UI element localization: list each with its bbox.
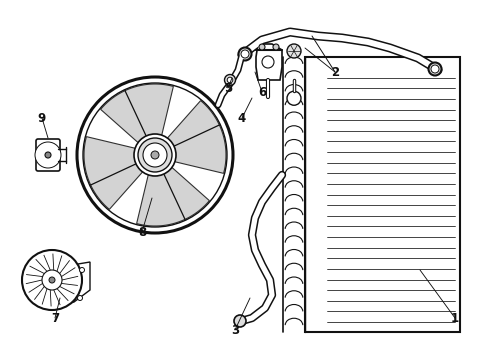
Circle shape — [227, 77, 233, 83]
Text: 2: 2 — [331, 66, 339, 78]
Text: 3: 3 — [231, 324, 239, 337]
Circle shape — [239, 48, 251, 60]
Circle shape — [273, 44, 279, 50]
Circle shape — [22, 250, 82, 310]
Circle shape — [241, 50, 249, 58]
Circle shape — [49, 277, 55, 283]
Circle shape — [234, 315, 246, 327]
Circle shape — [224, 75, 236, 85]
Circle shape — [143, 143, 167, 167]
Text: 4: 4 — [238, 112, 246, 125]
Text: 6: 6 — [258, 85, 266, 99]
Polygon shape — [84, 137, 145, 210]
Text: 1: 1 — [451, 311, 459, 324]
Circle shape — [79, 267, 84, 273]
Circle shape — [38, 145, 58, 165]
Text: 9: 9 — [38, 112, 46, 125]
Circle shape — [259, 44, 265, 50]
Text: 5: 5 — [224, 81, 232, 94]
Polygon shape — [100, 84, 173, 145]
Circle shape — [45, 152, 51, 158]
Circle shape — [77, 77, 233, 233]
Circle shape — [428, 63, 441, 76]
Circle shape — [287, 91, 301, 105]
Circle shape — [77, 296, 82, 301]
Circle shape — [35, 142, 61, 168]
Polygon shape — [62, 262, 90, 305]
Polygon shape — [137, 165, 209, 226]
Circle shape — [83, 83, 227, 227]
Polygon shape — [165, 100, 226, 174]
Circle shape — [42, 270, 62, 290]
Text: 8: 8 — [138, 225, 146, 238]
Polygon shape — [256, 44, 282, 80]
Bar — [305, 57, 460, 332]
FancyBboxPatch shape — [36, 139, 60, 171]
Circle shape — [262, 56, 274, 68]
Circle shape — [134, 134, 176, 176]
Circle shape — [151, 151, 159, 159]
Circle shape — [138, 138, 172, 172]
Circle shape — [431, 65, 439, 73]
Circle shape — [287, 44, 301, 58]
Text: 7: 7 — [51, 311, 59, 324]
Circle shape — [42, 149, 54, 161]
